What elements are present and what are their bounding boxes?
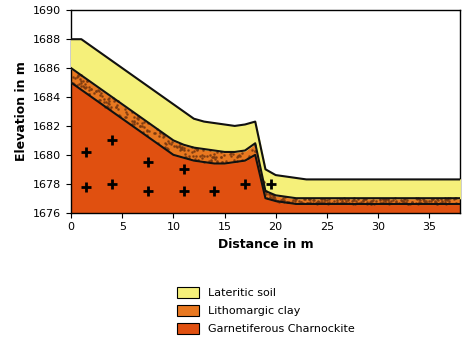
Legend: Lateritic soil, Lithomargic clay, Garnetiferous Charnockite: Lateritic soil, Lithomargic clay, Garnet… [172,282,359,339]
Y-axis label: Elevation in m: Elevation in m [15,61,27,162]
X-axis label: Distance in m: Distance in m [218,238,313,251]
